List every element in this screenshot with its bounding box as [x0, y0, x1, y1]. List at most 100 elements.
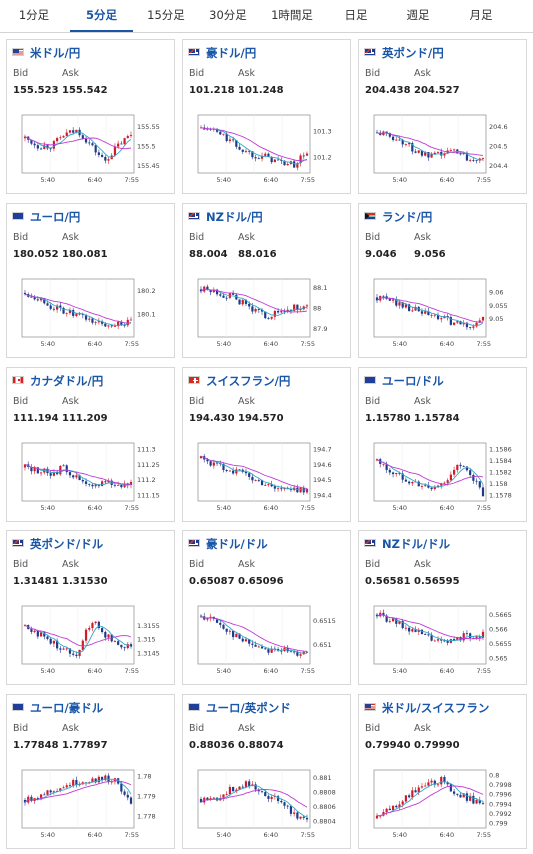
candle-body	[398, 621, 401, 624]
candle-body	[129, 644, 133, 647]
candlestick-chart[interactable]: 0.5665 0.566 0.5655 0.565 5:40 6:40 7:55	[364, 594, 522, 684]
rate-card[interactable]: カナダドル/円 Bid Ask 111.194 111.209 111.3 111.25 11…	[6, 367, 175, 522]
y-tick-label: 9.05	[489, 315, 503, 323]
candle-body	[52, 791, 56, 793]
candle-body	[286, 163, 289, 166]
candle-body	[305, 488, 309, 493]
candlestick-chart[interactable]: 0.881 0.8808 0.8806 0.8804 5:40 6:40 7:55	[188, 758, 346, 848]
x-tick-label: 7:55	[124, 504, 139, 512]
rate-card[interactable]: 米ドル/円 Bid Ask 155.523 155.542 155.55 155.5 155.…	[6, 39, 175, 194]
x-tick-label: 6:40	[87, 504, 102, 512]
candle-body	[241, 638, 244, 642]
currency-pair-link[interactable]: 英ポンド/円	[382, 46, 444, 60]
candlestick-chart[interactable]: 180.2 180.1 5:40 6:40 7:55	[12, 267, 170, 357]
currency-pair-link[interactable]: ユーロ/英ポンド	[206, 701, 291, 715]
x-tick-label: 7:55	[300, 504, 315, 512]
candle-body	[452, 469, 456, 475]
rate-card[interactable]: 豪ドル/円 Bid Ask 101.218 101.248 101.3 101.2 5:40 6…	[182, 39, 351, 194]
candle-body	[81, 640, 84, 650]
currency-pair-link[interactable]: カナダドル/円	[30, 374, 104, 388]
candle-body	[232, 139, 235, 141]
currency-pair-link[interactable]: ランド/円	[382, 210, 433, 224]
rate-card[interactable]: ランド/円 Bid Ask 9.046 9.056 9.06 9.055 9.05 5:40 6:…	[358, 203, 527, 358]
candle-body	[72, 653, 75, 655]
ask-value: 0.79990	[414, 740, 460, 751]
ma-short-line	[24, 624, 132, 654]
rate-card[interactable]: 英ポンド/ドル Bid Ask 1.31481 1.31530 1.3155 1.315 1.…	[6, 530, 175, 685]
candle-body	[52, 640, 56, 644]
candle-body	[267, 484, 270, 486]
currency-pair-link[interactable]: NZドル/円	[206, 210, 263, 224]
ma-short-line	[200, 455, 308, 491]
candle-body	[43, 632, 46, 637]
candlestick-chart[interactable]: 1.3155 1.315 1.3145 5:40 6:40 7:55	[12, 594, 170, 684]
candle-body	[199, 799, 203, 803]
candle-body	[97, 776, 100, 783]
currency-pair-link[interactable]: スイスフラン/円	[206, 374, 291, 388]
candlestick-chart[interactable]: 0.6515 0.651 5:40 6:40 7:55	[188, 594, 346, 684]
ma-long-line	[200, 615, 308, 652]
candle-body	[283, 160, 286, 166]
currency-pair-link[interactable]: NZドル/ドル	[382, 537, 451, 551]
candle-body	[117, 143, 120, 147]
currency-pair-link[interactable]: 英ポンド/ドル	[30, 537, 104, 551]
tab-monthly[interactable]: 月足	[469, 8, 493, 22]
candle-body	[104, 631, 107, 638]
candlestick-chart[interactable]: 194.7 194.6 194.5 194.4 5:40 6:40 7:55	[188, 431, 346, 521]
candlestick-chart[interactable]: 1.1586 1.1584 1.1582 1.158 1.1578 5:40 6:40 7:5…	[364, 431, 522, 521]
y-tick-label: 87.9	[313, 325, 327, 333]
currency-pair-link[interactable]: 米ドル/スイスフラン	[382, 701, 490, 715]
candlestick-chart[interactable]: 88.1 88 87.9 5:40 6:40 7:55	[188, 267, 346, 357]
rate-card[interactable]: ユーロ/英ポンドBidAsk0.880360.880740.8810.88080…	[182, 694, 351, 849]
candlestick-chart[interactable]: 204.6 204.5 204.4 5:40 6:40 7:55	[364, 103, 522, 193]
ask-label: Ask	[62, 723, 79, 734]
candle-body	[404, 627, 408, 629]
candlestick-chart[interactable]: 9.06 9.055 9.05 5:40 6:40 7:55	[364, 267, 522, 357]
candle-body	[39, 148, 43, 150]
candlestick-chart[interactable]: 101.3 101.2 5:40 6:40 7:55	[188, 103, 346, 193]
x-tick-label: 7:55	[300, 340, 315, 348]
rate-card[interactable]: 豪ドル/ドル Bid Ask 0.65087 0.65096 0.6515 0.651 5:4…	[182, 530, 351, 685]
tab-30min[interactable]: 30分足	[209, 8, 247, 22]
candle-body	[449, 317, 452, 325]
tab-weekly[interactable]: 週足	[406, 8, 430, 22]
candlestick-chart[interactable]: 1.78 1.779 1.778 5:40 6:40 7:55	[12, 758, 170, 848]
candle-body	[433, 780, 436, 785]
currency-pair-link[interactable]: ユーロ/円	[30, 210, 81, 224]
currency-pair-link[interactable]: 豪ドル/ドル	[206, 537, 268, 551]
tab-15min[interactable]: 15分足	[147, 8, 185, 22]
rate-card[interactable]: NZドル/円 Bid Ask 88.004 88.016 88.1 88 87.9 5:40 6:…	[182, 203, 351, 358]
eu-flag-icon	[12, 212, 24, 220]
candle-body	[459, 637, 462, 641]
candle-body	[481, 803, 485, 805]
candle-body	[84, 138, 88, 143]
bid-label: Bid	[365, 559, 381, 570]
y-tick-label: 1.1586	[489, 445, 512, 453]
candle-body	[75, 313, 78, 316]
currency-pair-link[interactable]: 豪ドル/円	[206, 46, 257, 60]
candle-body	[120, 783, 123, 792]
currency-pair-link[interactable]: 米ドル/円	[30, 46, 81, 60]
x-tick-label: 6:40	[87, 176, 102, 184]
currency-pair-link[interactable]: ユーロ/豪ドル	[30, 701, 104, 715]
candlestick-chart[interactable]: 155.55 155.5 155.45 5:40 6:40 7:55	[12, 103, 170, 193]
ma-short-line	[200, 127, 308, 165]
candle-body	[100, 481, 104, 487]
currency-pair-link[interactable]: ユーロ/ドル	[382, 374, 444, 388]
tab-5min[interactable]: 5分足	[70, 0, 133, 32]
tab-1min[interactable]: 1分足	[18, 8, 50, 22]
rate-card[interactable]: ユーロ/ドルBidAsk1.157801.157841.15861.15841.…	[358, 367, 527, 522]
rate-card[interactable]: スイスフラン/円 Bid Ask 194.430 194.570 194.7 194.6 19…	[182, 367, 351, 522]
tab-daily[interactable]: 日足	[344, 8, 368, 22]
x-tick-label: 6:40	[87, 831, 102, 839]
rate-card[interactable]: 米ドル/スイスフラン Bid Ask 0.79940 0.79990 0.8 0.7998 0…	[358, 694, 527, 849]
x-tick-label: 7:55	[476, 340, 491, 348]
rate-card[interactable]: NZドル/ドル Bid Ask 0.56581 0.56595 0.5665 0.566 0.…	[358, 530, 527, 685]
candle-body	[478, 320, 481, 323]
candlestick-chart[interactable]: 111.3 111.25 111.2 111.15 5:40 6:40 7:55	[12, 431, 170, 521]
tab-1hour[interactable]: 1時間足	[271, 8, 313, 22]
rate-card[interactable]: 英ポンド/円 Bid Ask 204.438 204.527 204.6 204.5 204.…	[358, 39, 527, 194]
